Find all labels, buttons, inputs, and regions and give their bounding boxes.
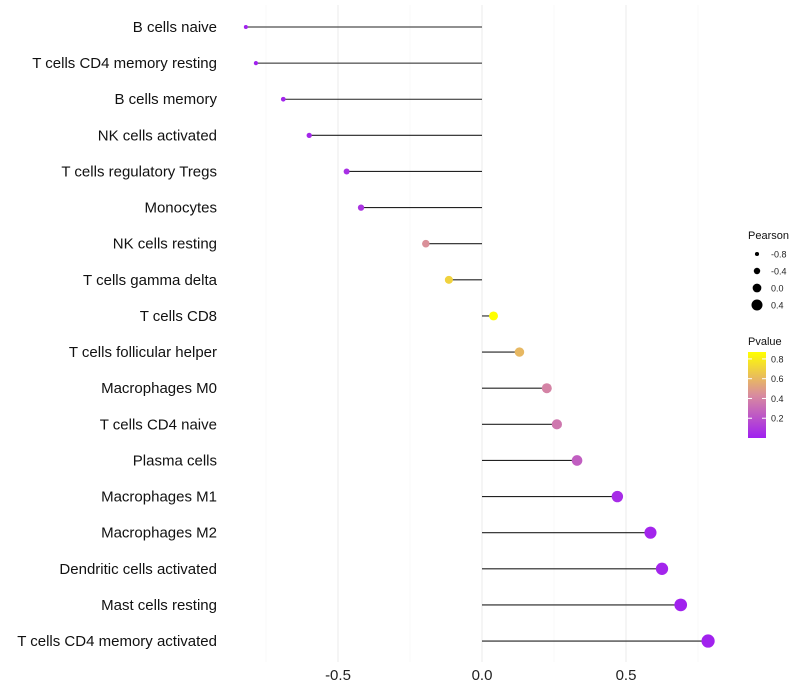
color-legend-label: 0.2: [771, 414, 784, 424]
x-tick-label: 0.5: [616, 667, 637, 684]
size-legend-key: [754, 251, 760, 257]
y-tick-label: B cells naive: [133, 19, 217, 36]
size-legend-title: Pearson: [748, 230, 789, 242]
y-tick-label: NK cells resting: [113, 236, 217, 253]
lollipop-point: [514, 347, 525, 357]
color-legend-bar: [748, 352, 766, 438]
lollipop-point: [701, 634, 715, 648]
lollipop-point: [357, 204, 365, 211]
y-tick-label: T cells gamma delta: [83, 272, 218, 289]
y-tick-label: T cells CD4 memory activated: [17, 633, 217, 650]
y-tick-label: B cells memory: [114, 91, 217, 108]
color-legend-label: 0.6: [771, 374, 784, 384]
y-tick-label: Macrophages M1: [101, 489, 217, 506]
lollipop-point: [674, 598, 688, 612]
lollipop-point: [306, 132, 312, 138]
y-tick-label: NK cells activated: [98, 127, 217, 144]
y-tick-label: T cells CD8: [140, 308, 217, 325]
y-tick-label: Mast cells resting: [101, 597, 217, 614]
color-legend-label: 0.4: [771, 394, 784, 404]
y-tick-label: T cells follicular helper: [69, 344, 217, 361]
color-legend-title: Pvalue: [748, 336, 782, 348]
lollipop-point: [243, 25, 248, 29]
lollipop-point: [655, 562, 669, 575]
size-legend-label: -0.4: [771, 267, 787, 277]
lollipop-point: [644, 526, 657, 539]
size-legend-key: [752, 283, 762, 293]
size-legend-label: 0.4: [771, 301, 784, 311]
size-legend-label: 0.0: [771, 284, 784, 294]
lollipop-point: [611, 490, 624, 503]
y-tick-label: T cells CD4 memory resting: [32, 55, 217, 72]
lollipop-point: [253, 61, 259, 66]
size-legend-key: [751, 299, 763, 311]
x-tick-label: -0.5: [325, 667, 351, 684]
y-tick-label: T cells CD4 naive: [100, 416, 217, 433]
size-legend-key: [753, 267, 761, 275]
color-legend-label: 0.8: [771, 354, 784, 364]
lollipop-point: [280, 96, 286, 102]
y-tick-label: Dendritic cells activated: [59, 561, 217, 578]
x-tick-label: 0.0: [472, 667, 493, 684]
lollipop-point: [571, 455, 583, 466]
y-tick-label: Plasma cells: [133, 452, 217, 469]
y-tick-label: Macrophages M2: [101, 525, 217, 542]
lollipop-point: [551, 419, 562, 430]
lollipop-point: [489, 311, 498, 321]
y-tick-label: Monocytes: [144, 200, 217, 217]
lollipop-point: [444, 275, 453, 284]
lollipop-point: [343, 168, 350, 175]
y-tick-label: T cells regulatory Tregs: [61, 163, 217, 180]
lollipop-point: [541, 383, 552, 394]
y-tick-label: Macrophages M0: [101, 380, 217, 397]
lollipop-point: [422, 239, 430, 248]
size-legend-label: -0.8: [771, 250, 787, 260]
